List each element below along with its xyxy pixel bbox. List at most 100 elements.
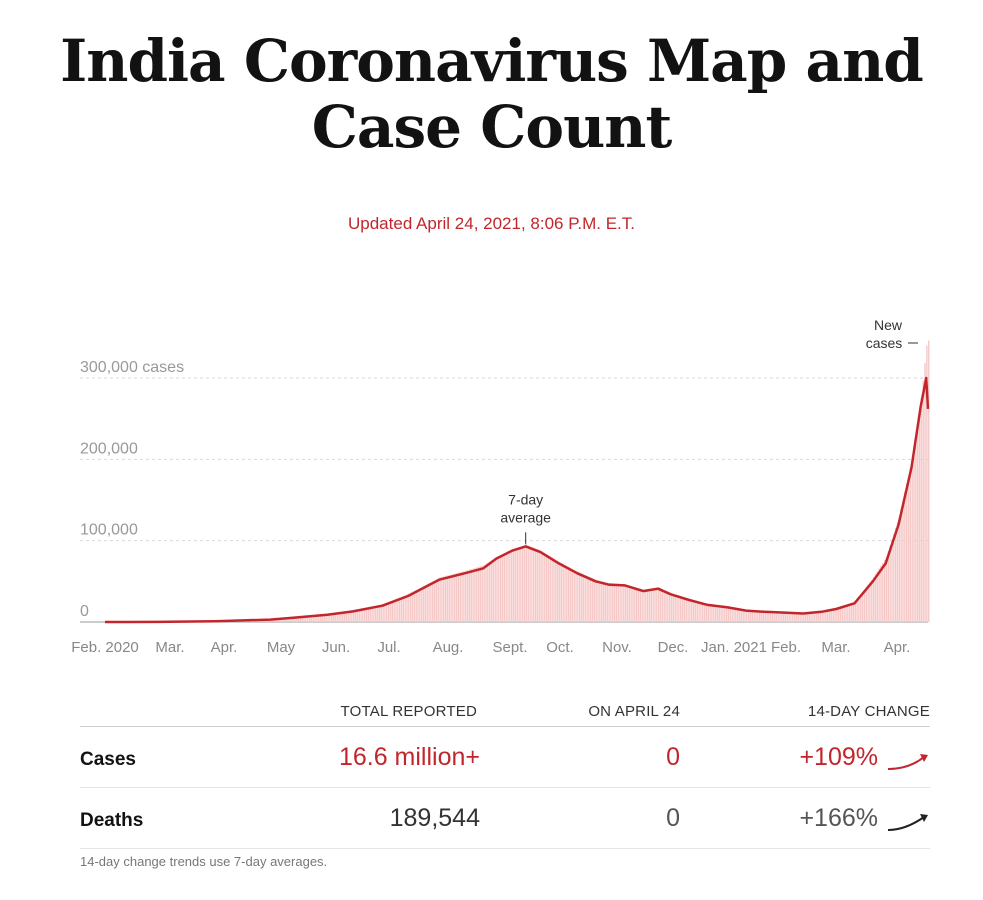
new-cases-bar (505, 552, 507, 622)
new-cases-bar (913, 447, 915, 622)
new-cases-bar (777, 611, 779, 622)
new-cases-bar (821, 611, 823, 622)
new-cases-bar (703, 603, 706, 622)
new-cases-bar (674, 594, 676, 622)
new-cases-bar (365, 607, 368, 622)
new-cases-bar (364, 608, 366, 622)
new-cases-bar (797, 612, 800, 622)
new-cases-bar (683, 597, 686, 622)
new-cases-bar (891, 539, 893, 622)
new-cases-bar (461, 571, 463, 622)
new-cases-bar (711, 604, 713, 622)
new-cases-bar (465, 570, 467, 622)
new-cases-bar (882, 562, 884, 622)
new-cases-bar (556, 560, 559, 622)
new-cases-bar (641, 588, 643, 622)
new-cases-bar (601, 581, 603, 622)
new-cases-bar (637, 588, 640, 622)
new-cases-bar (770, 611, 772, 622)
new-cases-bar (685, 598, 687, 622)
new-cases-bar (290, 617, 292, 622)
new-cases-bar (889, 545, 891, 622)
new-cases-bar (643, 589, 645, 622)
new-cases-bar (746, 609, 748, 622)
new-cases-bar (602, 581, 605, 622)
new-cases-bar (349, 611, 351, 622)
new-cases-bar (319, 614, 322, 622)
x-tick-label: Feb. (771, 639, 801, 656)
new-cases-bar (850, 602, 853, 622)
x-tick-label: Sept. (492, 639, 527, 656)
average-line (104, 376, 930, 624)
new-cases-bar (758, 610, 761, 622)
new-cases-bar (847, 604, 849, 622)
new-cases-bar (433, 580, 436, 622)
x-tick-label: Jan. 2021 (701, 639, 767, 656)
new-cases-bar (867, 584, 869, 622)
new-cases-bar (330, 613, 333, 622)
new-cases-bar (599, 580, 601, 622)
new-cases-bar (509, 550, 511, 622)
updated-timestamp: Updated April 24, 2021, 8:06 P.M. E.T. (348, 214, 635, 233)
new-cases-bar (584, 574, 586, 622)
new-cases-bar (323, 614, 326, 622)
new-cases-bar (549, 556, 552, 622)
new-cases-bar (362, 608, 364, 622)
new-cases-bar (338, 612, 340, 622)
new-cases-bar (490, 560, 493, 622)
new-cases-bar (332, 613, 335, 622)
new-cases-bar (613, 583, 616, 622)
new-cases-bar (503, 553, 506, 622)
new-cases-bar (496, 556, 498, 622)
new-cases-bar (428, 583, 430, 622)
annotation-average-label: 7-day (508, 491, 543, 507)
new-cases-bar (514, 548, 517, 622)
x-tick-label: Oct. (546, 639, 574, 656)
new-cases-bar (544, 552, 546, 622)
new-cases-bar (724, 606, 726, 622)
y-axis-labels: 0 100,000 200,000 300,000 cases (80, 359, 184, 620)
new-cases-bar (577, 571, 579, 622)
new-cases-bar (760, 611, 763, 622)
new-cases-bar (566, 565, 568, 622)
new-cases-bar (562, 563, 564, 622)
total-reported-value: 16.6 million+ (338, 743, 480, 771)
row-label: Deaths (80, 810, 144, 831)
new-cases-bar (786, 612, 788, 622)
new-cases-bar (610, 583, 612, 622)
new-cases-bar (883, 559, 886, 622)
new-cases-bar (766, 611, 768, 622)
new-cases-bar (343, 611, 346, 622)
new-cases-bar (404, 595, 406, 622)
new-cases-bar (345, 611, 348, 622)
new-cases-bar (351, 610, 353, 622)
new-cases-bar (689, 599, 691, 622)
new-cases-bar (808, 612, 811, 622)
new-cases-bar (292, 617, 294, 622)
new-cases-bar (523, 545, 526, 622)
new-cases-bar (744, 609, 746, 622)
header-on-april-24: ON APRIL 24 (588, 703, 680, 720)
new-cases-bar (624, 584, 627, 622)
new-cases-bar (534, 548, 537, 622)
new-cases-bar (707, 604, 709, 622)
new-cases-bar (533, 547, 535, 622)
new-cases-bar (525, 544, 528, 622)
new-cases-bar (553, 558, 555, 622)
new-cases-bar (661, 588, 664, 622)
new-cases-bar (384, 603, 386, 622)
new-cases-bar (650, 588, 653, 622)
new-cases-bar (861, 591, 864, 622)
new-cases-bar (837, 607, 840, 622)
new-cases-bar (312, 615, 315, 622)
new-cases-bar (911, 459, 913, 622)
new-cases-bar (408, 593, 410, 622)
new-cases-bar (569, 567, 572, 622)
new-cases-bar (628, 585, 630, 622)
new-cases-bar (479, 566, 482, 622)
new-cases-bar (652, 587, 654, 622)
new-cases-bar (819, 611, 822, 622)
new-cases-bar (718, 605, 721, 622)
new-cases-bar (512, 548, 515, 622)
new-cases-bar (729, 606, 732, 622)
